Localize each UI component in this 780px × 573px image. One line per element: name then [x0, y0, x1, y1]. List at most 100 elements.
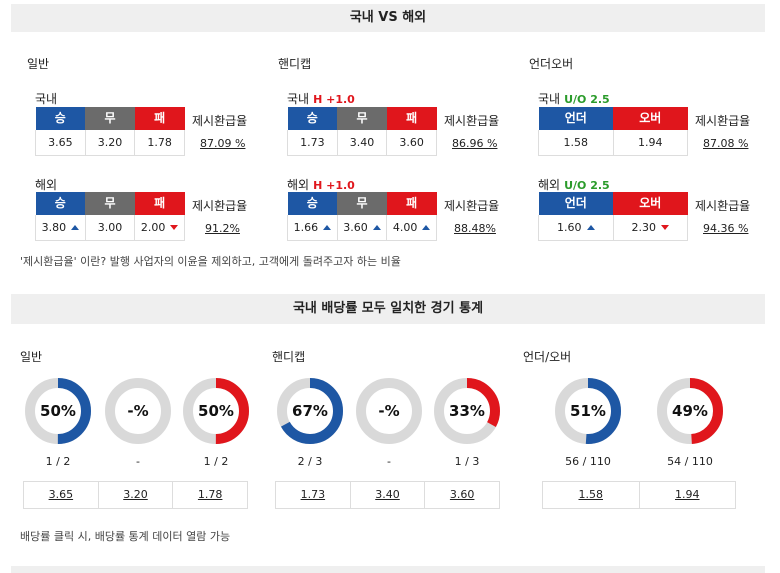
odds-link[interactable]: 3.60 — [424, 482, 499, 508]
underover-domestic-label: 국내 U/O 2.5 — [538, 92, 610, 106]
rate-value: 88.48% — [454, 222, 496, 235]
donut-ring — [555, 378, 621, 444]
handicap-overseas-label: 해외 H +1.0 — [287, 178, 355, 192]
general-draw-donut: -% — [104, 377, 172, 445]
handicap-win-donut: 67% — [276, 377, 344, 445]
match-count: 1 / 3 — [454, 455, 480, 468]
odds-cell: 3.80 — [35, 215, 86, 241]
handicap-overseas-table: 승 무 패 1.66 3.60 4.00 — [287, 192, 437, 241]
general-domestic-label: 국내 — [35, 92, 58, 106]
underover-odds-title: 언더오버 — [529, 57, 574, 71]
rate-header: 제시환급율 — [695, 199, 751, 213]
match-count: - — [136, 455, 140, 468]
draw-header: 무 — [85, 192, 135, 215]
rate-header: 제시환급율 — [444, 199, 500, 213]
donut-ring — [434, 378, 500, 444]
odds-cell: 3.40 — [337, 130, 388, 156]
win-header: 승 — [35, 107, 86, 130]
odds-link[interactable]: 3.40 — [349, 482, 425, 508]
odds-link[interactable]: 3.20 — [97, 482, 173, 508]
odds-cell: 3.65 — [35, 130, 86, 156]
odds-cell: 3.20 — [85, 130, 136, 156]
under-header: 언더 — [538, 192, 613, 215]
odds-cell: 1.60 — [538, 215, 614, 241]
donut-ring — [356, 378, 422, 444]
down-arrow-icon — [661, 225, 669, 230]
odds-cell: 1.73 — [287, 130, 338, 156]
odds-link[interactable]: 1.94 — [638, 482, 736, 508]
odds-link[interactable]: 3.65 — [48, 488, 74, 501]
donut-ring — [105, 378, 171, 444]
match-count: 2 / 3 — [297, 455, 323, 468]
donut-ring — [657, 378, 723, 444]
donut-arc — [277, 378, 343, 444]
donut-arc — [183, 378, 249, 444]
up-arrow-icon — [71, 225, 80, 230]
underover-over-donut: 49% — [656, 377, 724, 445]
odds-cell: 1.94 — [613, 130, 688, 156]
rate-header: 제시환급율 — [444, 114, 500, 128]
rate-value: 86.96 % — [452, 137, 498, 150]
stats-title: 국내 배당률 모두 일치한 경기 통계 — [11, 294, 765, 324]
donut-ring — [277, 378, 343, 444]
underover-stats-odds-table: 1.58 1.94 — [542, 481, 736, 509]
general-domestic-table: 승 무 패 3.65 3.20 1.78 — [35, 107, 185, 156]
win-header: 승 — [35, 192, 86, 215]
rate-explanation-note: '제시환급율' 이란? 발행 사업자의 이윤을 제외하고, 고객에게 돌려주고자… — [20, 255, 401, 268]
underover-domestic-table: 언더 오버 1.58 1.94 — [538, 107, 688, 156]
odds-cell: 3.00 — [85, 215, 136, 241]
rate-value: 87.08 % — [703, 137, 749, 150]
draw-header: 무 — [85, 107, 135, 130]
general-lose-donut: 50% — [182, 377, 250, 445]
handicap-lose-donut: 33% — [433, 377, 501, 445]
rate-header: 제시환급율 — [192, 114, 248, 128]
rate-header: 제시환급율 — [695, 114, 751, 128]
under-header: 언더 — [538, 107, 613, 130]
up-arrow-icon — [372, 225, 381, 230]
odds-cell: 2.00 — [134, 215, 185, 241]
odds-cell: 1.58 — [538, 130, 614, 156]
general-win-donut: 50% — [24, 377, 92, 445]
odds-link[interactable]: 1.58 — [578, 488, 604, 501]
draw-header: 무 — [337, 107, 387, 130]
general-overseas-table: 승 무 패 3.80 3.00 2.00 — [35, 192, 185, 241]
draw-header: 무 — [337, 192, 387, 215]
odds-link[interactable]: 1.73 — [300, 488, 326, 501]
odds-cell: 1.78 — [134, 130, 185, 156]
next-section-bar — [11, 566, 765, 573]
donut-ring — [183, 378, 249, 444]
odds-link[interactable]: 1.78 — [172, 482, 247, 508]
rate-value: 94.36 % — [703, 222, 749, 235]
match-count: 56 / 110 — [565, 455, 611, 468]
rate-header: 제시환급율 — [192, 199, 248, 213]
up-arrow-icon — [323, 225, 332, 230]
lose-header: 패 — [386, 107, 437, 130]
general-overseas-label: 해외 — [35, 178, 58, 192]
underover-stats-title: 언더/오버 — [523, 350, 572, 364]
handicap-domestic-table: 승 무 패 1.73 3.40 3.60 — [287, 107, 437, 156]
win-header: 승 — [287, 192, 338, 215]
odds-cell: 3.60 — [337, 215, 388, 241]
donut-track — [356, 378, 422, 444]
handicap-odds-title: 핸디캡 — [278, 57, 312, 71]
donut-arc — [25, 378, 91, 444]
odds-compare-title: 국내 VS 해외 — [11, 4, 765, 32]
underover-under-donut: 51% — [554, 377, 622, 445]
general-stats-title: 일반 — [20, 350, 43, 364]
match-count: 1 / 2 — [45, 455, 71, 468]
donut-arc — [555, 378, 621, 444]
donut-arc — [434, 378, 500, 444]
over-header: 오버 — [613, 107, 688, 130]
odds-cell: 4.00 — [386, 215, 437, 241]
handicap-stats-title: 핸디캡 — [272, 350, 306, 364]
stats-click-note: 배당률 클릭 시, 배당률 통계 데이터 열람 가능 — [20, 530, 231, 543]
up-arrow-icon — [422, 225, 431, 230]
up-arrow-icon — [586, 225, 595, 230]
underover-overseas-table: 언더 오버 1.60 2.30 — [538, 192, 688, 241]
match-count: 1 / 2 — [203, 455, 229, 468]
lose-header: 패 — [134, 107, 185, 130]
general-odds-title: 일반 — [27, 57, 50, 71]
donut-arc — [657, 378, 723, 444]
donut-track — [105, 378, 171, 444]
lose-header: 패 — [134, 192, 185, 215]
